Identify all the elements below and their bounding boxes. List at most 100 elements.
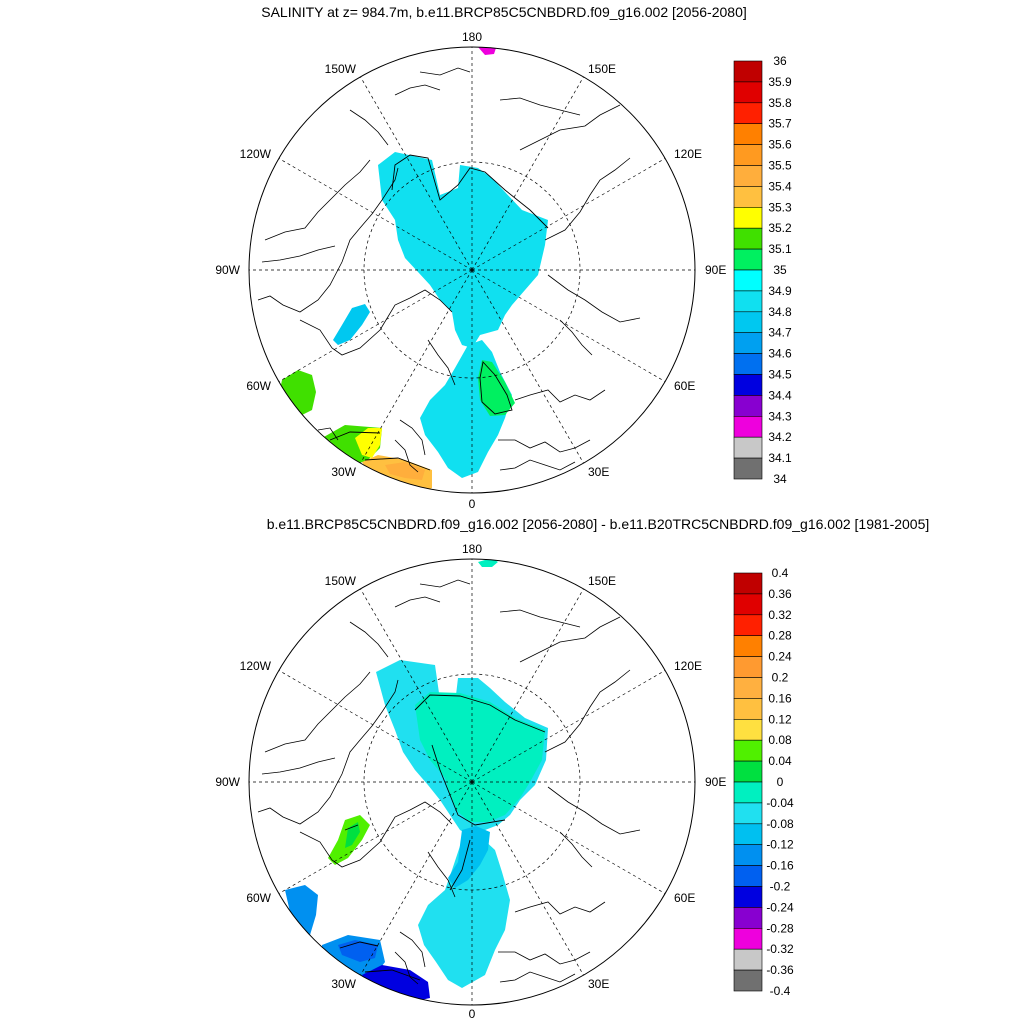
colorbar-swatch (733, 269, 763, 292)
colorbar-swatch (733, 436, 763, 459)
lon-label: 120E (674, 147, 702, 161)
colorbar-label: 35.4 (768, 179, 792, 193)
colorbar-label: 35.2 (768, 221, 792, 235)
region-labrador-sea (285, 885, 318, 935)
colorbar-swatch (733, 248, 763, 271)
colorbar-label: 35.1 (768, 242, 792, 256)
colorbar-swatch (733, 844, 763, 866)
lon-label: 90E (705, 775, 726, 789)
lon-label: 180 (462, 542, 482, 556)
colorbar-swatch (733, 593, 763, 616)
lon-label: 60W (246, 891, 271, 905)
region-greenland-norwegian-sea (418, 838, 510, 988)
region-labrador-sea (280, 370, 316, 415)
colorbar-swatch (733, 457, 763, 480)
lon-label: 90E (705, 263, 726, 277)
colorbar-label: 34.2 (768, 430, 792, 444)
colorbar-label: 35.8 (768, 96, 792, 110)
colorbar-swatch (733, 332, 763, 354)
contour-lines (339, 694, 546, 981)
colorbar-label: -0.32 (766, 942, 794, 956)
colorbar-swatch (733, 677, 763, 699)
lon-label: 60W (246, 379, 271, 393)
colorbar-swatch (733, 227, 763, 250)
colorbar-swatch (733, 948, 763, 971)
colorbar-swatch (733, 186, 763, 208)
data-layer (257, 559, 641, 1002)
colorbar-swatch (733, 311, 763, 333)
colorbar-label: 0.36 (768, 587, 792, 601)
region-fram-strait (448, 826, 490, 888)
colorbar-label: 0.16 (768, 691, 792, 705)
colorbar: 0.4 0.36 0.32 0.28 0.24 0.2 0.16 0.12 0.08 0.04 0 -… (733, 566, 794, 998)
graticule (249, 47, 695, 493)
lon-label: 150W (325, 62, 357, 76)
panel-difference: b.e11.BRCP85C5CNBDRD.f09_g16.002 [2056-2… (215, 516, 929, 1021)
colorbar-label: 35.3 (768, 200, 792, 214)
map-border (248, 558, 696, 1006)
colorbar-label: 34.9 (768, 284, 792, 298)
lon-label: 120W (240, 659, 272, 673)
colorbar-label: 35.6 (768, 138, 792, 152)
colorbar-label: -0.28 (766, 921, 794, 935)
colorbar-label: 0.28 (768, 629, 792, 643)
lon-label: 30E (588, 465, 609, 479)
lon-label: 60E (674, 891, 695, 905)
lon-label: 30E (588, 977, 609, 991)
colorbar-swatch (733, 207, 763, 229)
colorbar-label: 0.32 (768, 608, 792, 622)
lon-label: 150E (588, 62, 616, 76)
colorbar-label: -0.4 (770, 984, 791, 998)
colorbar-swatch (733, 907, 763, 929)
colorbar: 36 35.9 35.8 35.7 35.6 35.5 35.4 35.3 35.2 35.1 35… (733, 54, 792, 486)
colorbar-swatch (733, 60, 763, 83)
colorbar-label: -0.08 (766, 817, 794, 831)
colorbar-swatch (733, 102, 763, 125)
colorbar-label: 0.24 (768, 650, 792, 664)
colorbar-label: 0 (777, 775, 784, 789)
lon-label: 120W (240, 147, 272, 161)
colorbar-label: 35.5 (768, 159, 792, 173)
lon-label: 30W (331, 977, 356, 991)
longitude-labels: 180 150E 120E 90E 60E 30E 0 30W 60W 90W … (215, 542, 726, 1021)
colorbar-swatch (733, 635, 763, 657)
colorbar-label: -0.24 (766, 900, 794, 914)
chart-title: SALINITY at z= 984.7m, b.e11.BRCP85C5CNB… (261, 4, 747, 20)
colorbar-swatch (733, 353, 763, 375)
lon-label: 0 (469, 1007, 476, 1021)
region-baffin-bay (333, 304, 370, 345)
colorbar-swatch (733, 969, 763, 992)
colorbar-swatch (733, 718, 763, 741)
colorbar-label: 34.5 (768, 368, 792, 382)
colorbar-label: -0.04 (766, 796, 794, 810)
colorbar-swatch (733, 886, 763, 908)
colorbar-label: 34.4 (768, 388, 792, 402)
colorbar-swatch (733, 144, 763, 166)
region-norwegian-sea-core (478, 360, 515, 416)
colorbar-swatch (733, 781, 763, 804)
region-arctic-basin-core (415, 692, 545, 822)
colorbar-label: 34.6 (768, 347, 792, 361)
colorbar-swatch (733, 927, 763, 950)
colorbar-swatch (733, 415, 763, 438)
lon-label: 90W (215, 775, 240, 789)
colorbar-swatch (733, 739, 763, 762)
colorbar-label: -0.16 (766, 859, 794, 873)
colorbar-swatch (733, 760, 763, 783)
colorbar-label: 36 (773, 54, 787, 68)
colorbar-label: -0.36 (766, 963, 794, 977)
colorbar-swatch (733, 572, 763, 595)
region-north-atlantic-east-core (385, 462, 425, 480)
lon-label: 150E (588, 574, 616, 588)
region-north-atlantic-mid (355, 428, 382, 458)
lon-label: 0 (469, 497, 476, 511)
colorbar-label: 34.3 (768, 409, 792, 423)
colorbar-label: 0.2 (772, 671, 789, 685)
region-north-atlantic-east (362, 965, 430, 1002)
colorbar-swatch (733, 865, 763, 887)
colorbar-swatch (733, 165, 763, 187)
map-border (248, 46, 696, 494)
colorbar-swatch (733, 81, 763, 104)
colorbar-label: 35.9 (768, 75, 792, 89)
colorbar-label: 34.7 (768, 326, 792, 340)
